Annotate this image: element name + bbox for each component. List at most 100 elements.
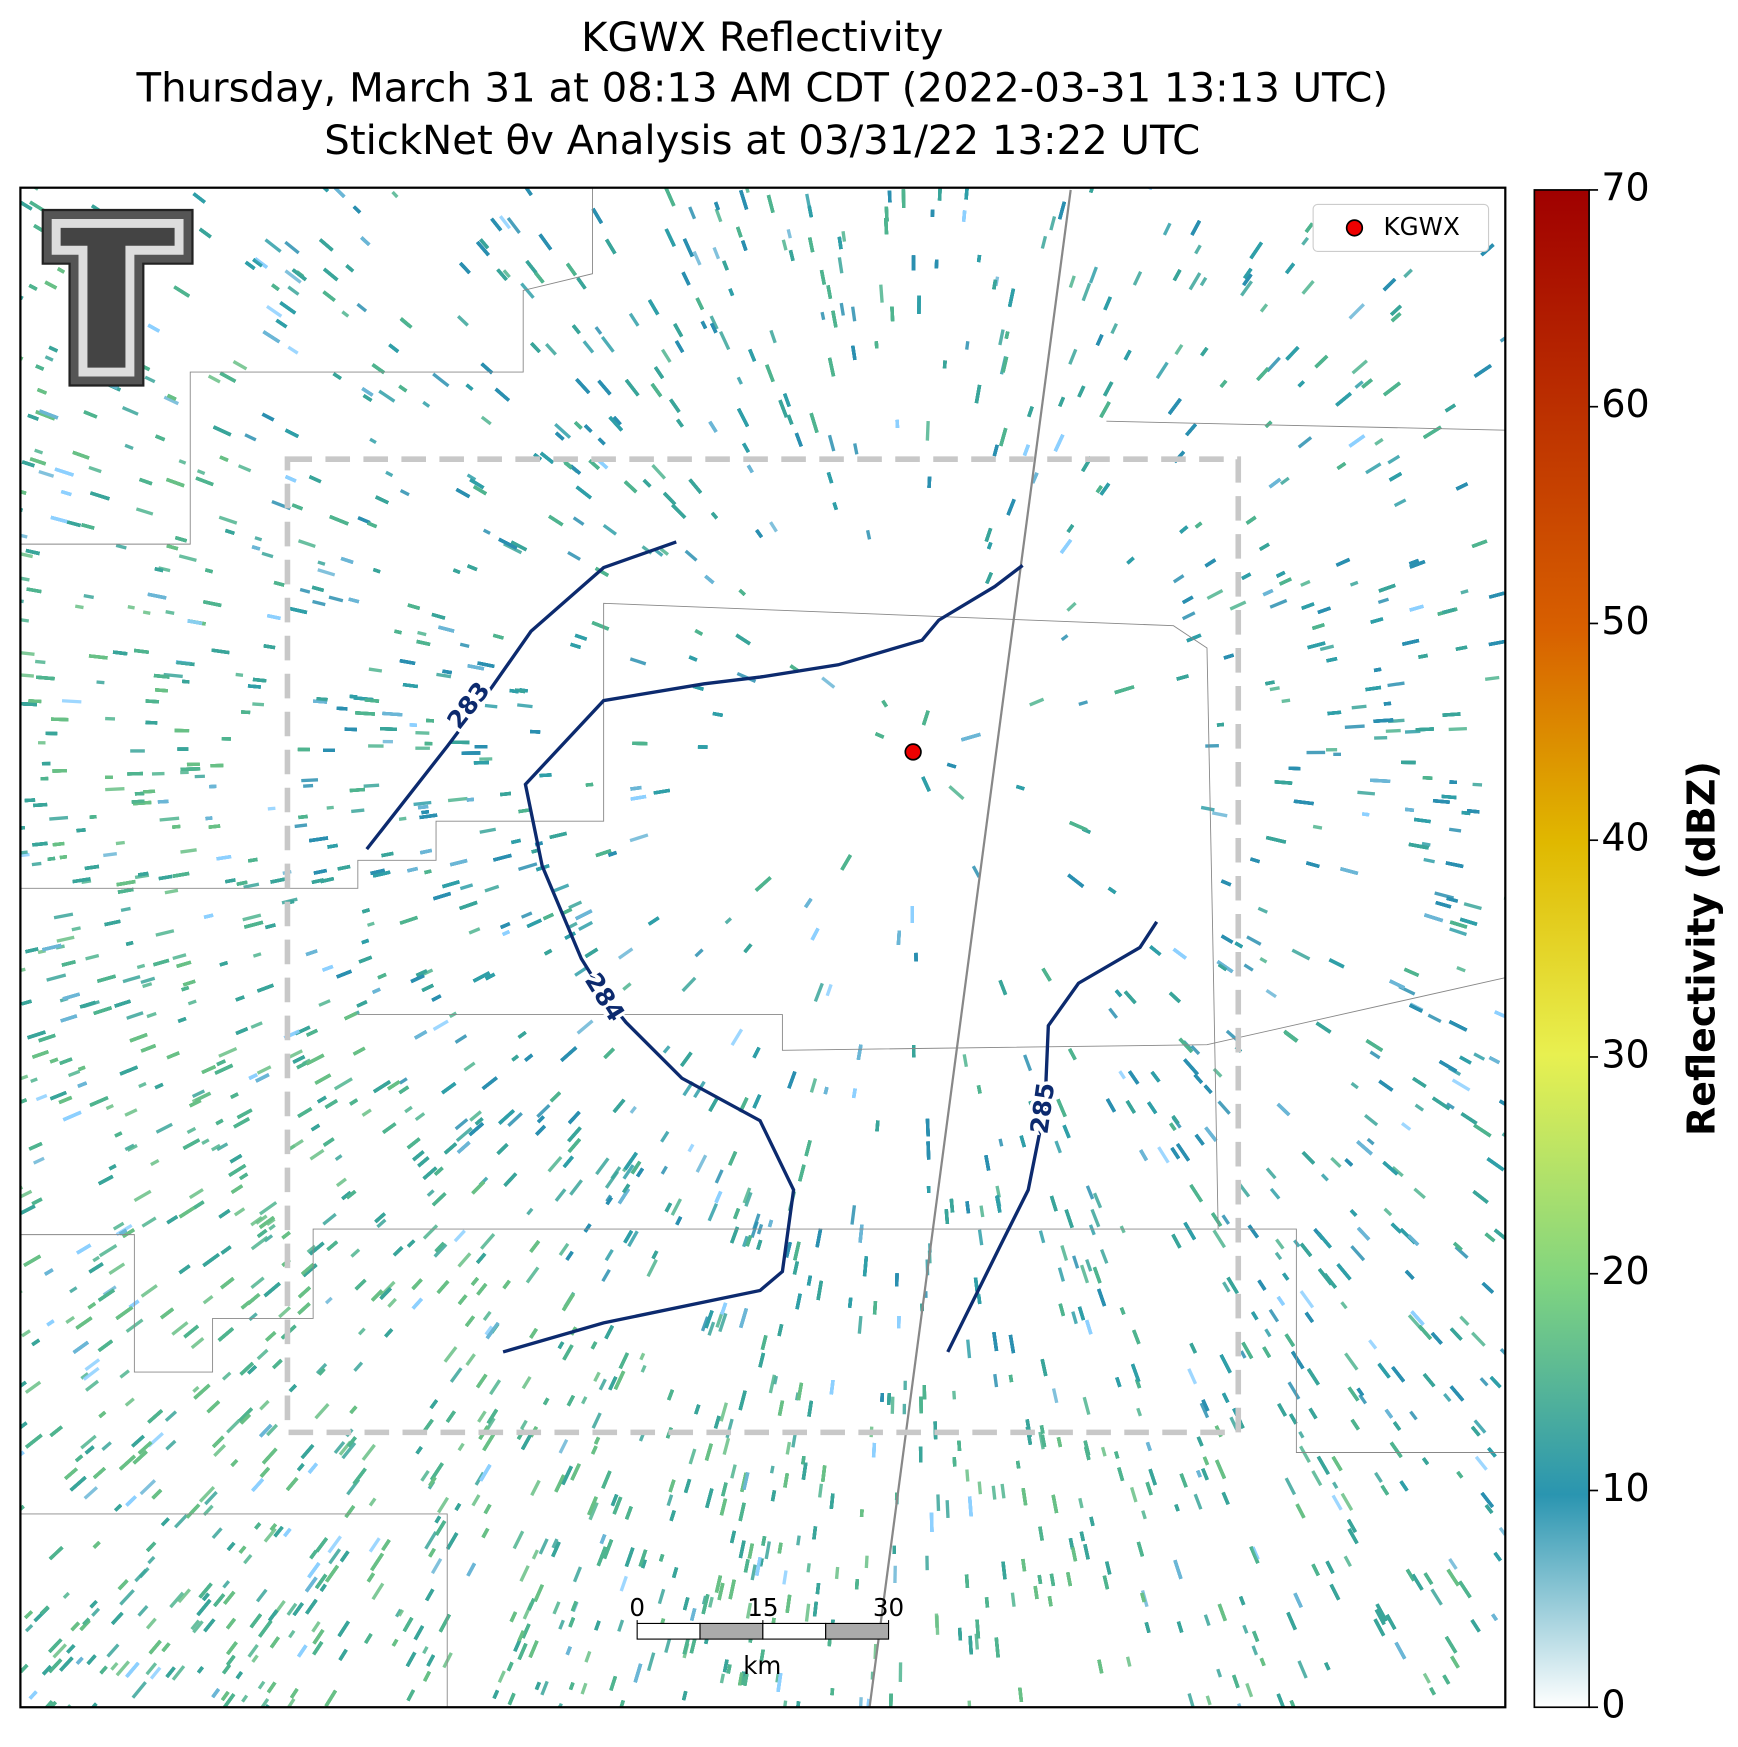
echo <box>177 1588 191 1604</box>
echo <box>341 310 350 318</box>
echo <box>38 469 55 478</box>
echo <box>233 1207 246 1217</box>
echo <box>1344 724 1365 729</box>
echo <box>604 1170 620 1189</box>
echo <box>436 672 452 679</box>
echo <box>243 1553 253 1565</box>
echo <box>1472 782 1483 787</box>
echo <box>318 999 331 1007</box>
echo <box>640 1364 647 1373</box>
echo <box>32 1156 45 1165</box>
echo <box>692 250 702 266</box>
echo <box>687 1143 695 1153</box>
echo <box>202 1504 214 1517</box>
echo <box>415 731 430 735</box>
echo <box>357 1327 366 1336</box>
echo <box>186 1126 197 1135</box>
echo <box>1275 1238 1285 1250</box>
echo <box>138 1567 150 1579</box>
echo <box>398 816 407 821</box>
echo <box>363 783 380 788</box>
echo <box>1291 948 1311 961</box>
echo <box>722 1437 731 1455</box>
echo <box>306 1244 317 1254</box>
echo <box>426 1189 435 1197</box>
echo <box>285 1698 296 1708</box>
echo <box>250 1276 265 1289</box>
echo <box>1194 244 1202 255</box>
echo <box>782 1570 788 1585</box>
echo <box>191 1089 206 1099</box>
echo <box>1284 1477 1297 1496</box>
echo <box>730 1464 737 1479</box>
echo <box>858 1697 863 1708</box>
echo <box>1358 1393 1368 1405</box>
echo <box>781 239 788 251</box>
echo <box>1463 902 1482 911</box>
echo <box>62 1591 70 1599</box>
echo <box>356 302 368 313</box>
echo <box>1199 276 1208 287</box>
echo <box>327 1535 342 1554</box>
echo <box>1351 704 1367 710</box>
echo <box>1 930 20 937</box>
echo <box>809 1078 818 1093</box>
echo <box>317 568 336 577</box>
echo <box>520 911 533 919</box>
echo <box>893 1565 897 1584</box>
echo <box>1187 1368 1198 1385</box>
echo <box>827 434 836 452</box>
echo <box>1187 1693 1195 1707</box>
echo <box>646 1652 656 1672</box>
echo <box>127 605 135 610</box>
echo <box>83 1486 99 1500</box>
echo <box>1299 1290 1315 1309</box>
echo <box>841 230 847 242</box>
echo <box>218 1046 238 1058</box>
echo <box>399 489 410 497</box>
echo <box>120 906 131 912</box>
echo <box>588 1501 599 1521</box>
echo <box>925 421 930 441</box>
echo <box>1239 1350 1247 1359</box>
echo <box>241 1694 249 1703</box>
echo <box>188 1188 204 1200</box>
echo <box>1269 598 1288 609</box>
echo <box>588 983 599 993</box>
echo <box>567 550 581 561</box>
echo <box>88 465 102 474</box>
echo <box>1060 1244 1069 1261</box>
echo <box>366 921 375 927</box>
echo <box>977 1229 984 1246</box>
echo <box>20 1189 33 1201</box>
echo <box>965 1469 970 1482</box>
echo <box>210 1143 221 1152</box>
echo <box>825 983 833 997</box>
echo <box>719 331 731 351</box>
echo <box>289 1138 304 1150</box>
echo <box>1129 1486 1138 1503</box>
echo <box>1331 1494 1343 1511</box>
echo <box>432 1019 449 1031</box>
echo <box>853 443 859 455</box>
echo <box>850 1205 857 1225</box>
echo <box>252 952 262 958</box>
echo <box>1377 597 1390 605</box>
echo <box>1385 728 1401 733</box>
echo <box>20 967 26 973</box>
echo <box>404 1105 413 1114</box>
echo <box>96 680 105 685</box>
echo <box>580 1682 588 1695</box>
echo <box>1229 600 1247 611</box>
echo <box>333 1077 353 1091</box>
echo <box>482 1310 492 1322</box>
echo <box>80 1434 97 1450</box>
echo <box>139 1479 157 1496</box>
echo <box>466 473 477 482</box>
echo <box>536 1103 551 1118</box>
echo <box>1257 906 1268 914</box>
echo <box>422 1646 429 1655</box>
echo <box>1240 280 1253 297</box>
echo <box>1264 1328 1272 1338</box>
